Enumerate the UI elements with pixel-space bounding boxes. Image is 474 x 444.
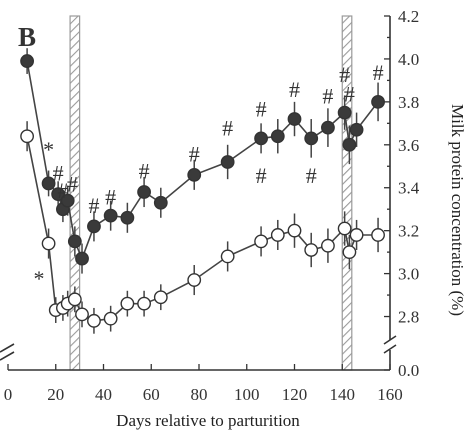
data-point: [270, 129, 285, 144]
data-point: [103, 311, 118, 326]
data-point: [349, 228, 364, 242]
data-point: [371, 94, 385, 109]
data-point: [287, 112, 302, 126]
data-point: [321, 238, 335, 253]
data-point: [137, 185, 151, 199]
data-point: [137, 296, 151, 311]
y-tick-label: 3.6: [398, 136, 419, 155]
significance-marker: #: [256, 163, 267, 188]
significance-marker: #: [373, 60, 384, 85]
significance-marker: #: [88, 193, 99, 218]
y-tick-label: 3.0: [398, 265, 419, 284]
y-tick-label: 0.0: [398, 361, 419, 380]
data-point: [75, 307, 89, 322]
y-axis-break-mark: [383, 344, 397, 354]
x-tick-label: 60: [143, 385, 160, 404]
data-point: [337, 221, 352, 236]
significance-marker: #: [306, 163, 317, 188]
data-point: [41, 176, 56, 191]
data-point: [20, 54, 35, 68]
y-tick-label: 2.8: [398, 308, 419, 327]
y-axis-break-mark: [383, 335, 397, 345]
data-point: [342, 245, 357, 260]
data-point: [304, 243, 319, 257]
significance-marker: #: [289, 77, 300, 102]
y-axis-label: Milk protein concentration (%): [448, 104, 467, 316]
data-point: [321, 120, 335, 135]
significance-marker: #: [57, 178, 68, 203]
y-tick-label: 3.8: [398, 93, 419, 112]
data-point: [20, 129, 35, 144]
x-tick-label: 140: [330, 385, 356, 404]
significance-marker: #: [105, 184, 116, 209]
y-tick-label: 4.2: [398, 7, 419, 26]
x-axis-label: Days relative to parturition: [116, 411, 300, 430]
significance-marker: #: [322, 83, 333, 108]
x-tick-label: 0: [4, 385, 13, 404]
data-point: [51, 187, 66, 202]
data-point: [337, 105, 352, 120]
data-point: [349, 122, 364, 137]
data-point: [153, 290, 168, 305]
data-point: [60, 193, 75, 208]
significance-marker: #: [189, 141, 200, 166]
significance-marker: #: [344, 81, 355, 106]
data-point: [254, 131, 268, 146]
annotations: **#### ############: [34, 60, 384, 291]
y-tick-label: 3.2: [398, 222, 419, 241]
series-group: [20, 48, 385, 334]
data-point: [75, 251, 89, 266]
x-tick-label: 20: [47, 385, 64, 404]
significance-marker: #: [53, 161, 64, 186]
data-point: [220, 155, 235, 169]
data-point: [287, 223, 302, 238]
panel-label: B: [18, 22, 36, 52]
x-tick-label: 40: [95, 385, 112, 404]
x-tick-label: 100: [234, 385, 260, 404]
x-tick-label: 120: [282, 385, 308, 404]
data-point: [67, 234, 82, 249]
left-break-mark: [0, 351, 15, 361]
data-point: [67, 292, 82, 307]
data-point: [270, 228, 285, 242]
data-point: [153, 195, 168, 210]
data-point: [371, 228, 385, 242]
significance-marker: *: [43, 137, 54, 162]
data-point: [41, 236, 56, 251]
data-point: [87, 219, 101, 234]
data-point: [187, 167, 202, 182]
data-point: [187, 273, 202, 287]
significance-marker: #: [222, 116, 233, 141]
significance-marker: #: [67, 171, 78, 196]
data-point: [87, 313, 101, 328]
significance-marker: #: [139, 159, 150, 184]
significance-marker: #: [256, 96, 267, 121]
data-point: [120, 210, 135, 225]
significance-marker: #: [339, 62, 350, 87]
significance-marker: *: [34, 266, 45, 291]
data-point: [220, 249, 235, 264]
axes: 0 20 40 60 80 100 120 140 160 0.0 2.8 3.0 3.2 3.4 3.6 3…: [0, 7, 420, 404]
y-tick-label: 4.0: [398, 50, 419, 69]
data-point: [254, 234, 268, 249]
data-point: [103, 208, 118, 223]
x-tick-label: 160: [377, 385, 403, 404]
y-tick-label: 3.4: [398, 179, 420, 198]
x-tick-label: 80: [191, 385, 208, 404]
data-point: [342, 137, 357, 152]
data-point: [304, 131, 319, 146]
left-break-mark: [0, 343, 15, 353]
data-point: [120, 296, 135, 311]
